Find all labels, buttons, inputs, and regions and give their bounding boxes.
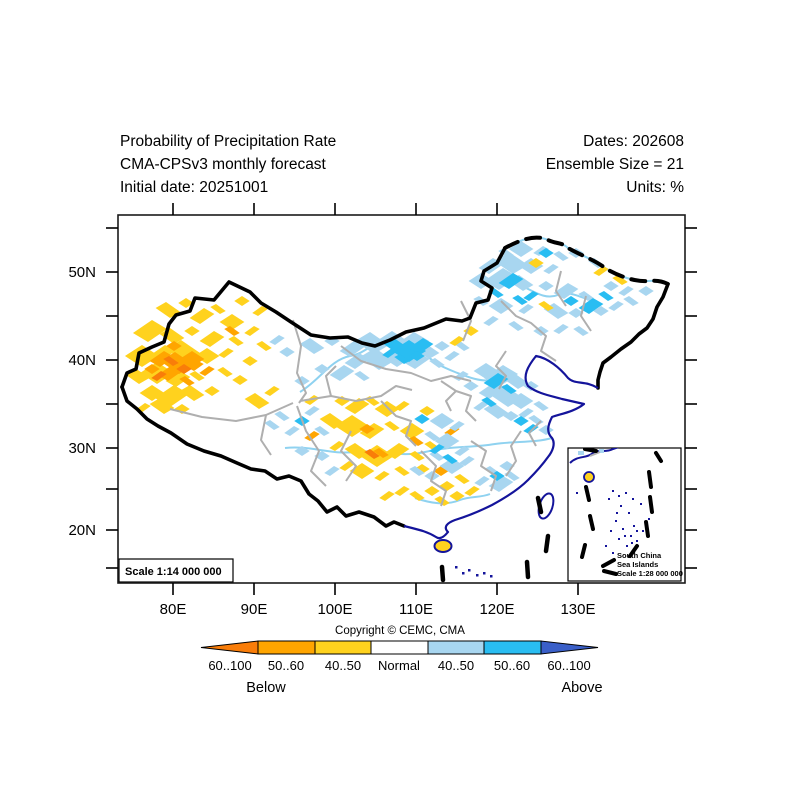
longitude-axis: 80E 90E 100E 110E 120E 130E (160, 601, 596, 618)
inset-label-1: South China (617, 551, 662, 560)
legend-label-below-50-60: 50..60 (268, 658, 304, 673)
inset-label-2: Sea Islands (617, 560, 658, 569)
plot-header: Probability of Precipitation Rate CMA-CP… (120, 133, 684, 196)
lon-label-130e: 130E (560, 601, 595, 618)
legend-swatch-below-60-100 (200, 640, 259, 655)
legend-swatch-above-60-100 (540, 640, 599, 655)
legend-label-normal: Normal (378, 658, 420, 673)
lon-label-80e: 80E (160, 601, 187, 618)
legend-above-label: Above (561, 680, 602, 696)
axis-ticks (106, 203, 697, 595)
latitude-axis: 50N 40N 30N 20N (68, 264, 96, 539)
legend-swatch-below-50-60 (257, 640, 316, 655)
copyright-label: Copyright © CEMC, CMA (335, 625, 465, 637)
inset-label-3: Scale 1:28 000 000 (617, 569, 683, 578)
map-frame (117, 214, 686, 584)
map-scale-box: Scale 1:14 000 000 (118, 558, 234, 583)
legend-swatch-below-40-50 (314, 640, 372, 655)
lat-label-20n: 20N (68, 522, 96, 539)
lat-label-40n: 40N (68, 352, 96, 369)
china-probability-map (120, 235, 670, 583)
legend-swatch-above-50-60 (483, 640, 542, 655)
lon-label-120e: 120E (479, 601, 514, 618)
legend-colorbar (200, 640, 599, 655)
dates-label: Dates: 202608 (583, 133, 684, 150)
lon-label-110e: 110E (399, 601, 433, 618)
legend-label-above-60-100: 60..100 (547, 658, 590, 673)
legend-swatch-above-40-50 (427, 640, 485, 655)
inset-art (569, 448, 663, 576)
legend-swatch-normal (370, 640, 429, 655)
legend-label-above-40-50: 40..50 (438, 658, 474, 673)
lat-label-50n: 50N (68, 264, 96, 281)
lon-label-100e: 100E (317, 601, 352, 618)
units-label: Units: % (626, 179, 684, 196)
legend-label-above-50-60: 50..60 (494, 658, 530, 673)
lat-label-30n: 30N (68, 440, 96, 457)
legend-below-label: Below (246, 680, 286, 696)
south-china-sea-inset: South China Sea Islands Scale 1:28 000 0… (567, 447, 683, 582)
plot-title: Probability of Precipitation Rate (120, 133, 336, 150)
legend-label-below-60-100: 60..100 (208, 658, 251, 673)
ensemble-size-label: Ensemble Size = 21 (546, 156, 684, 173)
lon-label-90e: 90E (241, 601, 268, 618)
legend-labels: 60..100 50..60 40..50 Normal 40..50 50..… (208, 658, 602, 696)
plot-subtitle: CMA-CPSv3 monthly forecast (120, 156, 327, 173)
legend-label-below-40-50: 40..50 (325, 658, 361, 673)
map-scale-label: Scale 1:14 000 000 (125, 566, 222, 578)
initial-date-label: Initial date: 20251001 (120, 179, 268, 196)
